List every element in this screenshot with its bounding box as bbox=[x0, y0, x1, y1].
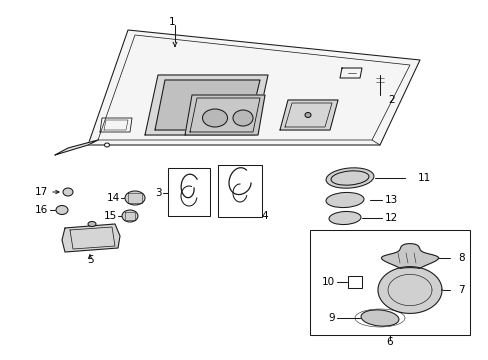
Text: 16: 16 bbox=[35, 205, 48, 215]
Text: 14: 14 bbox=[106, 193, 120, 203]
Text: 12: 12 bbox=[384, 213, 397, 223]
Polygon shape bbox=[381, 244, 438, 269]
Ellipse shape bbox=[232, 110, 252, 126]
Polygon shape bbox=[377, 267, 441, 314]
Bar bbox=[218, 165, 262, 217]
Text: 10: 10 bbox=[321, 277, 334, 287]
Ellipse shape bbox=[325, 168, 373, 188]
Polygon shape bbox=[184, 95, 264, 135]
Ellipse shape bbox=[56, 206, 68, 215]
Ellipse shape bbox=[325, 193, 363, 208]
Text: 15: 15 bbox=[103, 211, 117, 221]
Polygon shape bbox=[62, 224, 120, 252]
Text: 3: 3 bbox=[155, 188, 162, 198]
Text: 7: 7 bbox=[457, 285, 464, 295]
Text: 1: 1 bbox=[168, 17, 175, 27]
Polygon shape bbox=[88, 30, 419, 145]
Text: 4: 4 bbox=[261, 211, 268, 221]
Bar bbox=[168, 168, 209, 216]
Text: 8: 8 bbox=[457, 253, 464, 263]
Text: 11: 11 bbox=[417, 173, 430, 183]
Text: 9: 9 bbox=[328, 313, 334, 323]
Polygon shape bbox=[155, 80, 260, 130]
Ellipse shape bbox=[63, 188, 73, 196]
Ellipse shape bbox=[305, 113, 310, 117]
Text: 13: 13 bbox=[384, 195, 397, 205]
Text: 6: 6 bbox=[386, 337, 392, 347]
Bar bbox=[309, 230, 469, 335]
Ellipse shape bbox=[360, 310, 398, 326]
Ellipse shape bbox=[125, 191, 145, 205]
Text: 2: 2 bbox=[387, 95, 394, 105]
Text: 17: 17 bbox=[35, 187, 48, 197]
Polygon shape bbox=[55, 140, 98, 155]
Ellipse shape bbox=[104, 143, 109, 147]
Polygon shape bbox=[145, 75, 267, 135]
Text: 5: 5 bbox=[86, 255, 93, 265]
Ellipse shape bbox=[328, 211, 360, 225]
Ellipse shape bbox=[122, 210, 138, 222]
Bar bbox=[347, 276, 361, 288]
Ellipse shape bbox=[202, 109, 227, 127]
Polygon shape bbox=[280, 100, 337, 130]
Ellipse shape bbox=[88, 221, 96, 226]
